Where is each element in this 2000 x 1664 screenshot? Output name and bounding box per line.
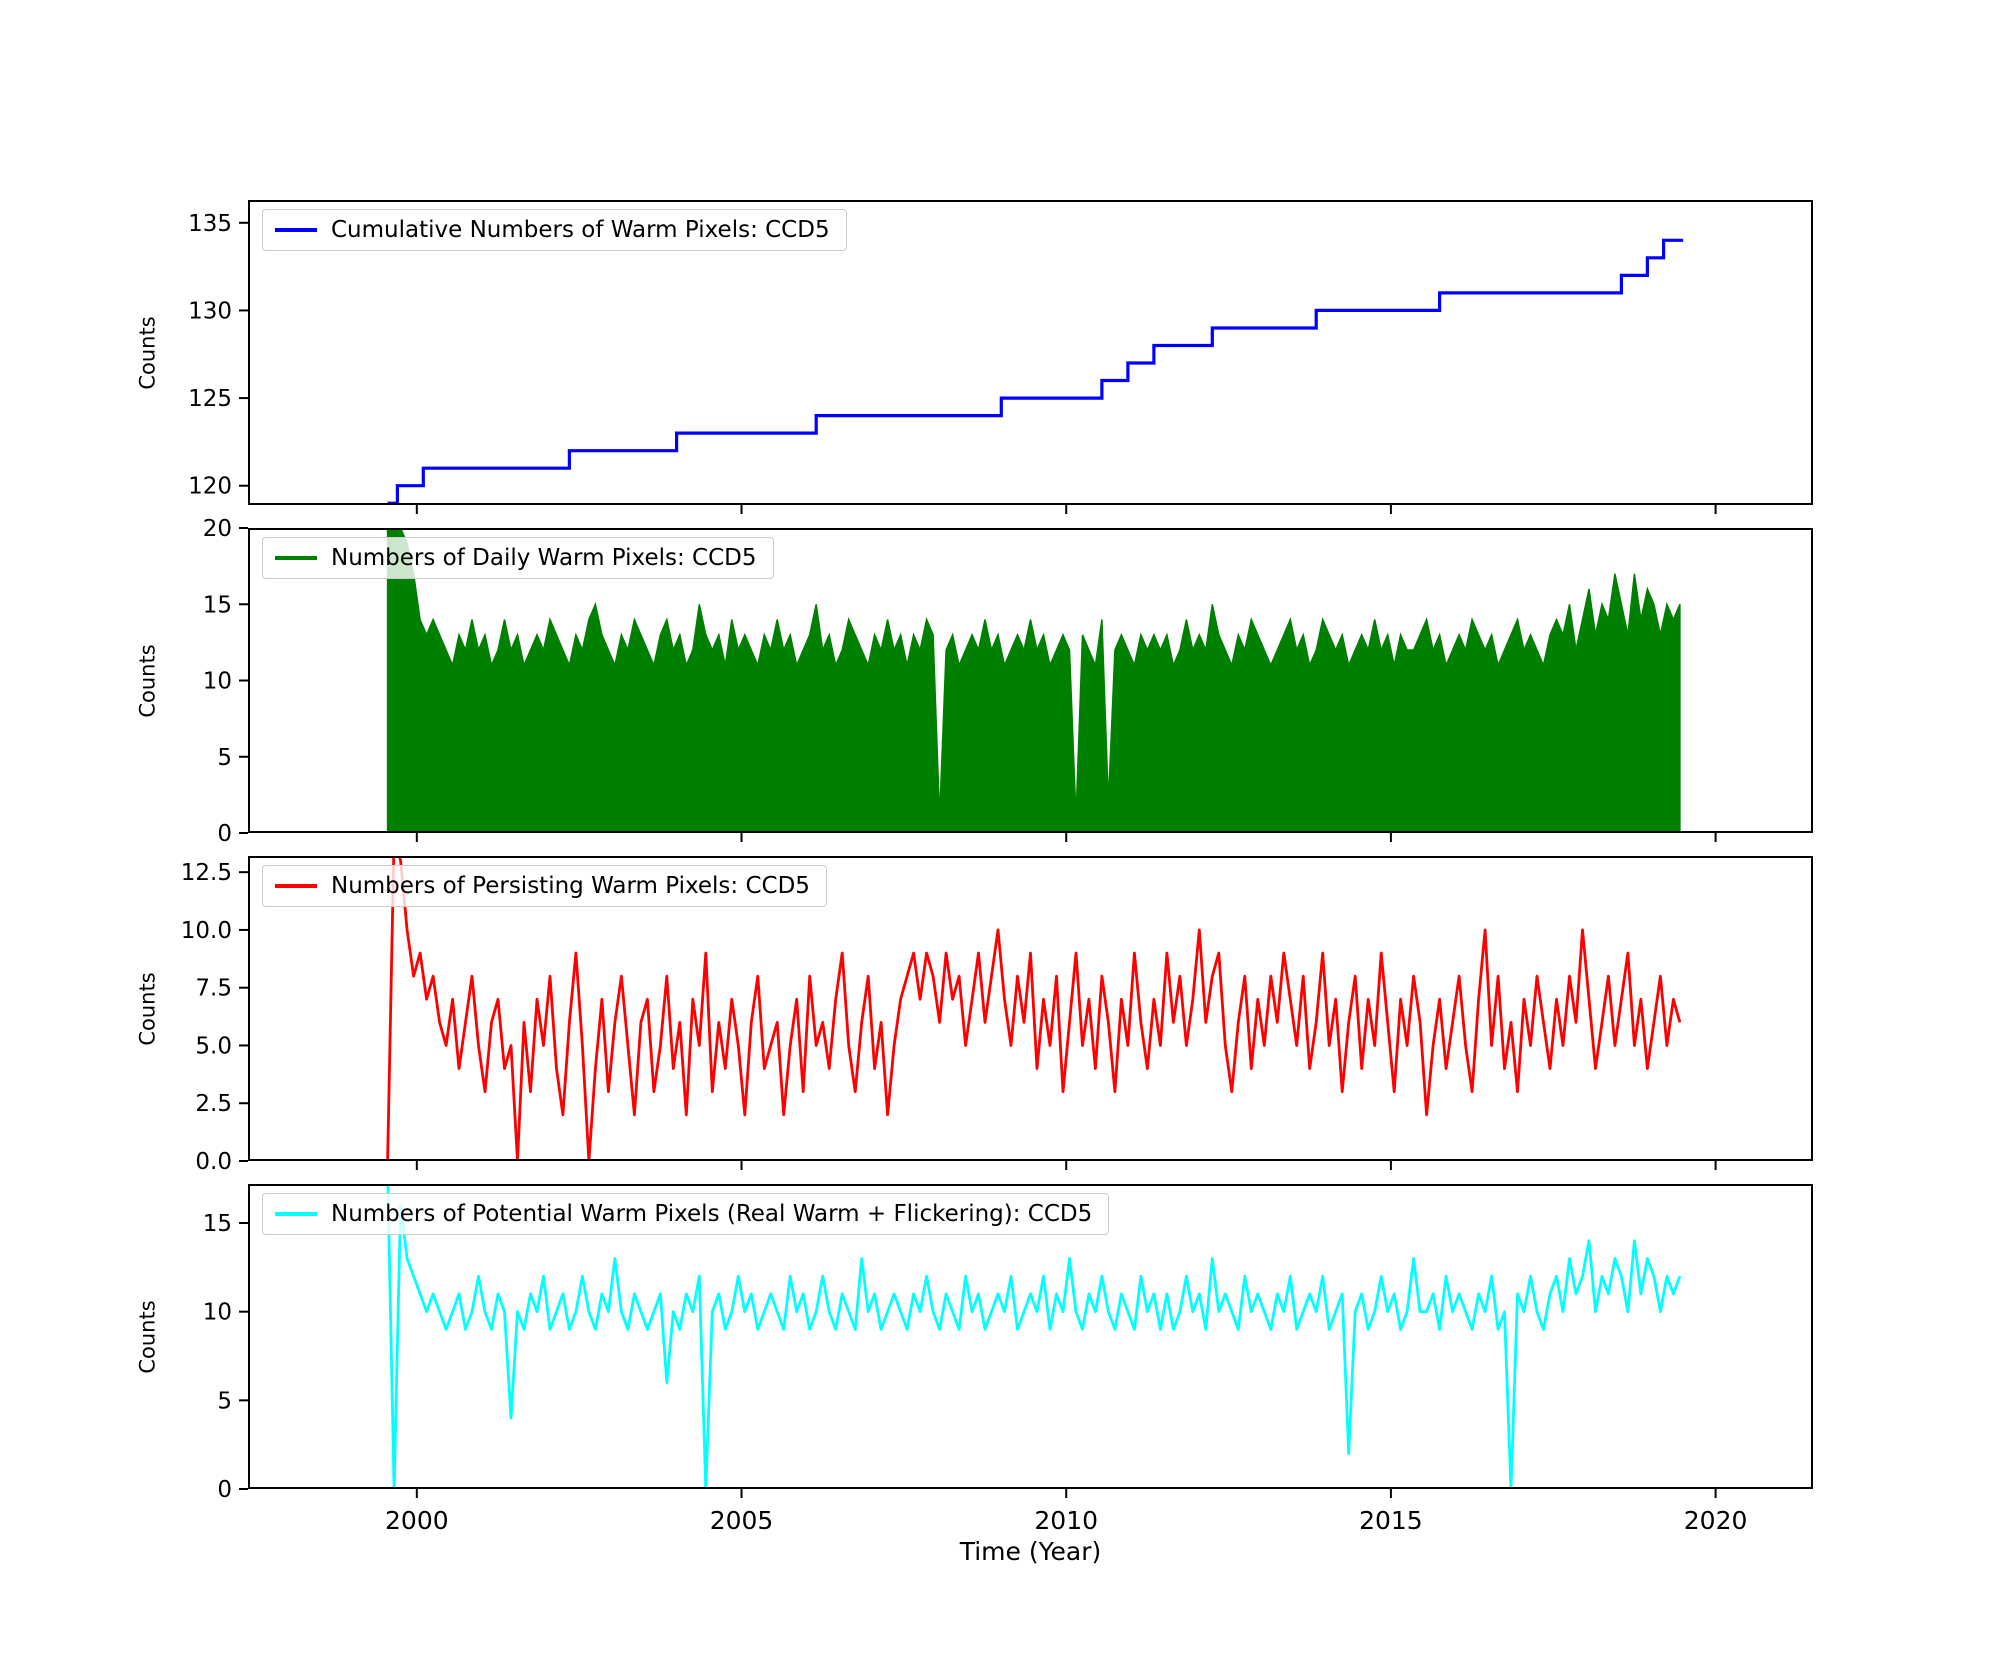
svg-text:2015: 2015 xyxy=(1359,1506,1423,1535)
svg-text:125: 125 xyxy=(188,386,232,412)
y-axis-label: Counts xyxy=(130,856,166,1161)
panel-3: 0 5 10 15 2000 2005 2010 2015 2020 Counts Number… xyxy=(136,1184,1813,1535)
legend-label: Numbers of Potential Warm Pixels (Real W… xyxy=(331,1201,1093,1227)
svg-text:7.5: 7.5 xyxy=(195,976,232,1002)
y-axis-label-text: Counts xyxy=(136,1299,160,1374)
legend: Cumulative Numbers of Warm Pixels: CCD5 xyxy=(262,209,847,251)
svg-text:5.0: 5.0 xyxy=(195,1033,232,1059)
svg-text:0: 0 xyxy=(217,821,232,847)
y-axis-label-text: Counts xyxy=(136,971,160,1046)
svg-text:5: 5 xyxy=(217,1388,232,1414)
svg-text:10: 10 xyxy=(203,669,232,695)
y-axis-label: Counts xyxy=(130,528,166,833)
svg-text:20: 20 xyxy=(203,516,232,542)
legend-line-sample xyxy=(275,1212,317,1216)
svg-text:120: 120 xyxy=(188,474,232,500)
svg-text:2020: 2020 xyxy=(1684,1506,1748,1535)
legend: Numbers of Persisting Warm Pixels: CCD5 xyxy=(262,865,827,907)
svg-text:10.0: 10.0 xyxy=(181,918,232,944)
x-axis-label: Time (Year) xyxy=(959,1537,1102,1566)
legend-label: Cumulative Numbers of Warm Pixels: CCD5 xyxy=(331,217,830,243)
panel-0: 120 125 130 135 Counts Cumulative Numbers o… xyxy=(136,200,1813,514)
svg-text:2010: 2010 xyxy=(1034,1506,1098,1535)
svg-text:2.5: 2.5 xyxy=(195,1091,232,1117)
legend-line-sample xyxy=(275,228,317,232)
svg-text:5: 5 xyxy=(217,745,232,771)
legend-label: Numbers of Persisting Warm Pixels: CCD5 xyxy=(331,873,810,899)
legend: Numbers of Daily Warm Pixels: CCD5 xyxy=(262,537,774,579)
svg-text:15: 15 xyxy=(203,1211,232,1237)
legend-line-sample xyxy=(275,884,317,888)
svg-text:15: 15 xyxy=(203,592,232,618)
svg-text:0: 0 xyxy=(217,1477,232,1503)
svg-text:135: 135 xyxy=(188,211,232,237)
svg-text:12.5: 12.5 xyxy=(181,860,232,886)
svg-text:10: 10 xyxy=(203,1300,232,1326)
y-axis-label-text: Counts xyxy=(136,315,160,390)
y-axis-label: Counts xyxy=(130,200,166,505)
panel-1: 0 5 10 15 20 Counts Numbers of Daily Warm Pi… xyxy=(136,516,1813,847)
svg-text:2000: 2000 xyxy=(385,1506,449,1535)
legend: Numbers of Potential Warm Pixels (Real W… xyxy=(262,1193,1110,1235)
svg-text:0.0: 0.0 xyxy=(195,1149,232,1175)
panel-2: 0.0 2.5 5.0 7.5 10.0 12.5 Counts Numbers of P… xyxy=(136,856,1813,1175)
y-axis-label-text: Counts xyxy=(136,643,160,718)
y-axis-label: Counts xyxy=(130,1184,166,1489)
legend-line-sample xyxy=(275,556,317,560)
legend-label: Numbers of Daily Warm Pixels: CCD5 xyxy=(331,545,757,571)
svg-text:130: 130 xyxy=(188,298,232,324)
svg-text:2005: 2005 xyxy=(710,1506,774,1535)
